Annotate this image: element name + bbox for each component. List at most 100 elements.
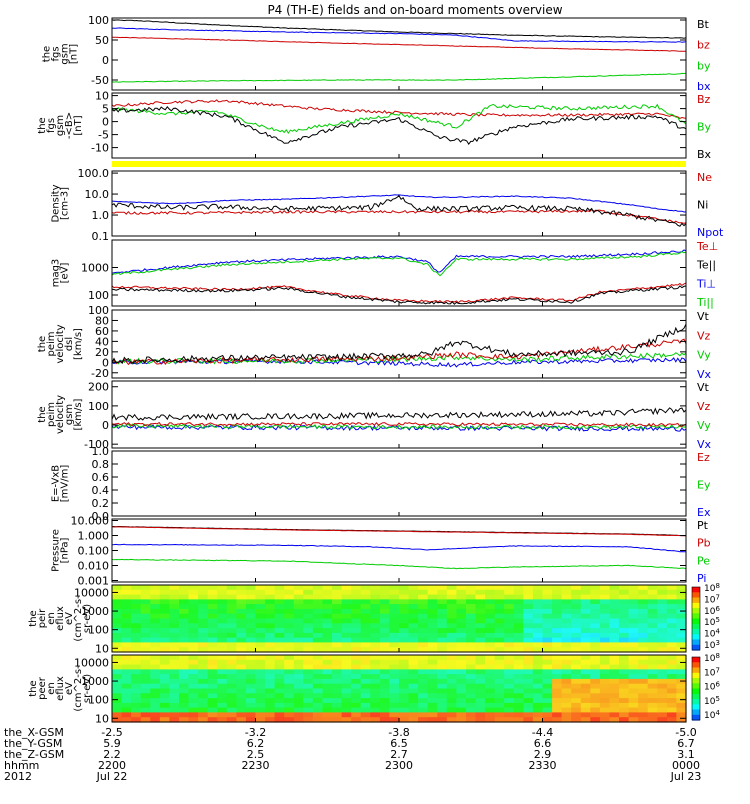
spectrogram-cell xyxy=(245,594,257,600)
spectrogram-cell xyxy=(274,698,285,704)
spectrogram-cell xyxy=(322,659,333,666)
spectrogram-cell xyxy=(389,655,400,661)
spectrogram-cell xyxy=(360,642,371,648)
spectrogram-cell xyxy=(456,717,467,723)
spectrogram-cell xyxy=(580,623,591,629)
spectrogram-cell xyxy=(159,702,170,709)
spectrogram-cell xyxy=(121,585,132,591)
spectrogram-cell xyxy=(532,683,544,690)
y-tick-label: 20 xyxy=(95,346,109,359)
spectrogram-cell xyxy=(638,712,649,718)
spectrogram-cell xyxy=(542,599,553,605)
spectrogram-cell xyxy=(179,655,190,661)
spectrogram-cell xyxy=(226,683,237,690)
spectrogram-cell xyxy=(389,717,400,723)
spectrogram-cell xyxy=(169,698,180,704)
spectrogram-cell xyxy=(245,655,257,661)
spectrogram-cell xyxy=(599,707,611,713)
spectrogram-cell xyxy=(408,688,419,694)
spectrogram-cell xyxy=(475,632,486,639)
y-tick-label: 0 xyxy=(102,116,109,129)
spectrogram-cell xyxy=(198,678,209,685)
spectrogram-cell xyxy=(332,669,343,675)
spectrogram-cell xyxy=(274,637,285,643)
spectrogram-cell xyxy=(245,618,257,624)
series-line-bt xyxy=(111,19,687,39)
spectrogram-cell xyxy=(446,628,457,634)
spectrogram-cell xyxy=(226,698,237,704)
spectrogram-cell xyxy=(561,659,572,666)
spectrogram-cell xyxy=(561,628,572,634)
spectrogram-cell xyxy=(466,642,477,648)
spectrogram-cell xyxy=(446,623,457,629)
spectrogram-cell xyxy=(140,594,151,600)
spectrogram-cell xyxy=(609,688,620,694)
spectrogram-cell xyxy=(590,613,601,620)
spectrogram-cell xyxy=(399,669,410,675)
spectrogram-cell xyxy=(121,637,132,643)
spectrogram-cell xyxy=(236,608,247,615)
spectrogram-cell xyxy=(475,608,486,615)
y-tick-label: 10000 xyxy=(74,656,109,669)
legend-entry: Vz xyxy=(697,329,711,342)
spectrogram-cell xyxy=(255,717,266,723)
spectrogram-cell xyxy=(532,589,544,596)
spectrogram-cell xyxy=(293,707,304,713)
spectrogram-cell xyxy=(437,702,448,709)
spectrogram-cell xyxy=(236,585,247,591)
spectrogram-cell xyxy=(341,688,352,694)
spectrogram-cell xyxy=(466,632,477,639)
spectrogram-cell xyxy=(140,608,151,615)
spectrogram-cell xyxy=(418,717,429,723)
spectrogram-cell xyxy=(485,628,496,634)
y-axis-label-line: peim xyxy=(46,402,57,427)
spectrogram-cell xyxy=(312,623,324,629)
spectrogram-cell xyxy=(379,618,391,624)
colorbar-segment xyxy=(692,629,700,635)
spectrogram-cell xyxy=(552,712,563,718)
y-tick-label: 0.100 xyxy=(78,545,110,558)
spectrogram-cell xyxy=(408,599,419,605)
panel-frame xyxy=(111,239,687,307)
spectrogram-cell xyxy=(226,712,237,718)
spectrogram-cell xyxy=(504,674,515,680)
spectrogram-cell xyxy=(494,674,505,680)
spectrogram-cell xyxy=(322,647,333,653)
spectrogram-cell xyxy=(265,604,276,610)
spectrogram-cell xyxy=(456,688,467,694)
spectrogram-cell xyxy=(236,664,247,670)
spectrogram-cell xyxy=(628,655,639,661)
y-tick-label: 100 xyxy=(88,14,109,27)
spectrogram-cell xyxy=(332,674,343,680)
spectrogram-cell xyxy=(475,628,486,634)
spectrogram-cell xyxy=(217,707,228,713)
legend-entry: Pi xyxy=(697,572,706,585)
spectrogram-cell xyxy=(666,642,678,648)
spectrogram-cell xyxy=(456,628,467,634)
spectrogram-cell xyxy=(360,604,371,610)
spectrogram-cell xyxy=(351,688,362,694)
spectrogram-cell xyxy=(446,678,457,685)
spectrogram-cell xyxy=(437,664,448,670)
spectrogram-cell xyxy=(198,698,209,704)
y-tick-label: 100 xyxy=(88,694,109,707)
spectrogram-cell xyxy=(485,637,496,643)
spectrogram-cell xyxy=(446,683,457,690)
spectrogram-cell xyxy=(427,674,438,680)
spectrogram-cell xyxy=(312,642,324,648)
spectrogram-cell xyxy=(571,613,582,620)
spectrogram-cell xyxy=(112,647,123,653)
spectrogram-cell xyxy=(580,698,591,704)
spectrogram-cell xyxy=(274,678,285,685)
spectrogram-cell xyxy=(159,655,170,661)
spectrogram-cell xyxy=(418,585,429,591)
spectrogram-cell xyxy=(322,623,333,629)
spectrogram-cell xyxy=(198,632,209,639)
spectrogram-cell xyxy=(131,683,142,690)
spectrogram-cell xyxy=(341,698,352,704)
spectrogram-cell xyxy=(236,647,247,653)
spectrogram-cell xyxy=(255,637,266,643)
spectrogram-cell xyxy=(332,632,343,639)
spectrogram-cell xyxy=(599,623,611,629)
